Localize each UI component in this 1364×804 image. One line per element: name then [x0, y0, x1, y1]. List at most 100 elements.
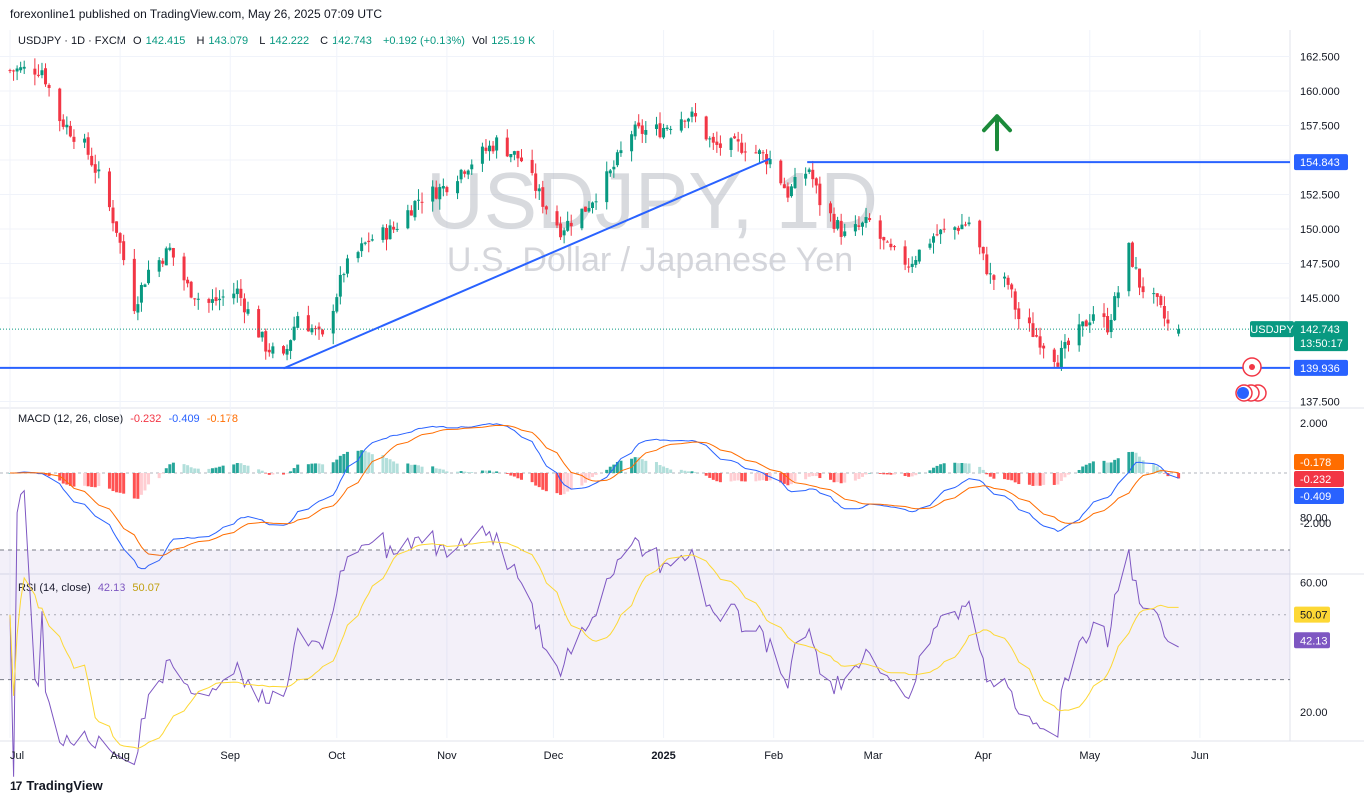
candle-body: [488, 145, 492, 152]
candle-body: [608, 170, 612, 174]
candle-body: [1155, 293, 1159, 297]
macd-hist-bar: [367, 452, 371, 473]
candle-body: [917, 249, 921, 262]
macd-hist-bar: [953, 462, 957, 473]
macd-hist-bar: [832, 473, 836, 483]
macd-hist-bar: [811, 473, 815, 477]
macd-title[interactable]: MACD (12, 26, close): [18, 413, 124, 425]
candle-body: [317, 326, 321, 330]
candle-body: [580, 208, 584, 229]
candle-body: [19, 67, 23, 71]
candle-body: [829, 203, 833, 214]
candle-body: [804, 173, 808, 179]
macd-hist-bar: [360, 450, 364, 473]
candle-body: [683, 120, 687, 122]
high-value: 143.079: [208, 35, 249, 47]
macd-hist-bar: [271, 473, 275, 475]
macd-hist-bar: [1035, 473, 1039, 486]
macd-hist-bar: [1017, 473, 1021, 485]
macd-tick-label: -2.000: [1300, 518, 1331, 530]
candle-body: [434, 187, 438, 199]
open-label: O: [133, 35, 142, 47]
candle-body: [189, 281, 193, 298]
macd-hist-bar: [708, 473, 712, 478]
macd-hist-bar: [463, 471, 467, 473]
macd-hist-bar: [1077, 469, 1081, 473]
candle-body: [1052, 349, 1056, 362]
rsi-legend: RSI (14, close) 42.13 50.07: [18, 582, 164, 594]
candle-body: [1134, 267, 1138, 269]
macd-hist-bar: [118, 473, 122, 493]
symbol-label[interactable]: USDJPY · 1D · FXCM: [18, 35, 126, 47]
candle-body: [456, 181, 460, 194]
macd-hist-bar: [733, 473, 737, 481]
candle-body: [1031, 323, 1035, 337]
macd-hist-bar: [264, 473, 268, 474]
candle-body: [157, 260, 161, 272]
macd-hist-bar: [903, 473, 907, 477]
candle-body: [470, 164, 474, 170]
macd-hist-bar: [853, 473, 857, 481]
candle-body: [459, 169, 463, 180]
macd-hist-bar: [743, 473, 747, 482]
candle-body: [630, 134, 634, 152]
candle-body: [512, 151, 516, 155]
macd-hist-bar: [569, 473, 573, 490]
macd-hist-bar: [985, 473, 989, 475]
candle-body: [1056, 362, 1060, 367]
candle-body: [1152, 293, 1156, 295]
macd-hist-bar: [694, 472, 698, 473]
rsi-ma-tag: 50.07: [1300, 610, 1328, 622]
tradingview-brand: TradingView: [26, 778, 103, 793]
candle-body: [310, 328, 314, 333]
price-tick-label: 147.500: [1300, 259, 1340, 271]
candle-body: [768, 159, 772, 165]
rsi-line: [9, 489, 1179, 777]
macd-hist-bar: [591, 473, 595, 478]
tradingview-logo[interactable]: 17 TradingView: [10, 778, 103, 793]
candle-body: [1177, 329, 1181, 334]
macd-hist-bar: [1063, 473, 1067, 478]
macd-hist-bar: [633, 457, 637, 473]
macd-line: [9, 423, 1179, 570]
price-tick-label: 150.000: [1300, 224, 1340, 236]
candle-body: [868, 218, 872, 221]
candle-body: [257, 309, 261, 338]
macd-hist-bar: [541, 473, 545, 490]
candle-body: [168, 247, 172, 251]
macd-hist-bar: [1081, 466, 1085, 473]
candle-body: [516, 150, 520, 159]
macd-hist-bar: [1010, 473, 1014, 481]
candle-body: [907, 266, 911, 268]
macd-hist-bar: [914, 473, 918, 476]
candle-body: [385, 227, 389, 240]
us-flag-icon: [1237, 387, 1249, 399]
candle-body: [814, 178, 818, 186]
macd-hist-bar: [189, 467, 193, 473]
candle-body: [1166, 319, 1170, 324]
candle-body: [541, 187, 545, 207]
resistance-price-tag: 154.843: [1300, 157, 1340, 169]
rsi-ma-value: 50.07: [132, 582, 160, 594]
macd-hist-bar: [1038, 473, 1042, 486]
macd-hist-bar: [413, 464, 417, 473]
candle-body: [466, 170, 470, 175]
candle-body: [718, 143, 722, 148]
candle-body: [285, 348, 289, 355]
candle-body: [491, 145, 495, 152]
candle-body: [555, 211, 559, 226]
rsi-value-tag: 42.13: [1300, 635, 1328, 647]
macd-hist-bar: [637, 457, 641, 473]
macd-hist-bar: [488, 470, 492, 473]
macd-hist-bar: [907, 473, 911, 477]
macd-hist-bar: [765, 473, 769, 481]
price-tick-label: 152.500: [1300, 190, 1340, 202]
macd-hist-bar: [1088, 463, 1092, 473]
macd-tick-label: 2.000: [1300, 418, 1328, 430]
macd-hist-bar: [988, 473, 992, 477]
candle-body: [431, 186, 435, 202]
macd-hist-bar: [445, 471, 449, 473]
candle-body: [416, 199, 420, 201]
rsi-title[interactable]: RSI (14, close): [18, 582, 91, 594]
